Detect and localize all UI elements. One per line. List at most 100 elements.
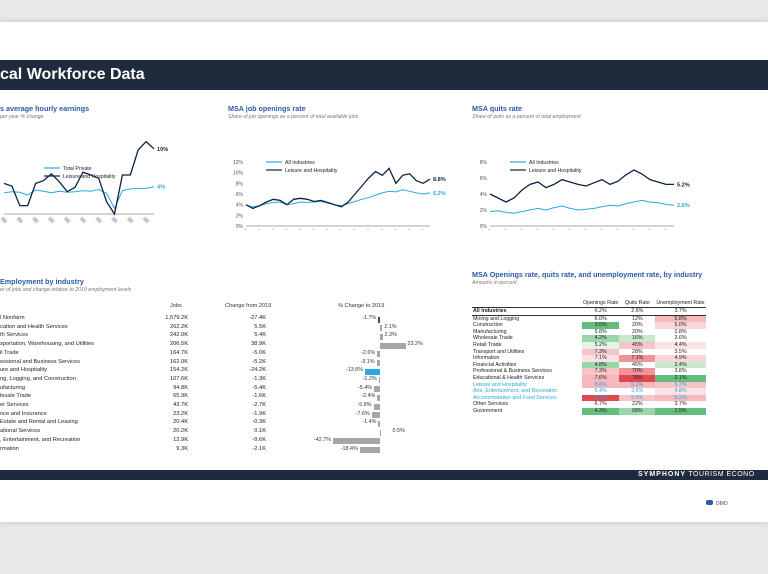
x-tick-label xyxy=(502,228,510,230)
employment-row: ng, Logging, and Construction 107.6K -1.3K… xyxy=(0,376,440,385)
series-line-0 xyxy=(3,186,155,210)
rates-cell: 3.8% xyxy=(655,368,706,375)
rates-cell: 8.8% xyxy=(582,381,620,389)
y-tick-label: 6% xyxy=(236,192,244,198)
rates-industry-name: Retail Trade xyxy=(473,341,502,348)
series-line-1 xyxy=(245,167,431,210)
end-value-label: 6.2% xyxy=(433,191,446,197)
employment-row: il Trade 164.7K -5.0K -2.6% xyxy=(0,350,440,359)
slide: cal Workforce Data s average hourly earn… xyxy=(0,22,768,522)
rates-cell: 3.5% xyxy=(582,322,620,329)
rates-cell: 2.4% xyxy=(655,361,706,369)
logo-icon xyxy=(706,500,713,505)
rates-cell: 4.9% xyxy=(655,355,706,362)
employment-row: ure and Hospitality 154.2K -24.2K -13.6% xyxy=(0,367,440,376)
change-value: -24.2K xyxy=(249,367,266,374)
jobs-value: 43.7K xyxy=(173,402,188,408)
title-banner: cal Workforce Data xyxy=(0,60,768,90)
industry-name: th Services xyxy=(0,332,29,339)
rates-cell: 08% xyxy=(619,407,656,415)
rates-cell: 76% xyxy=(619,374,656,382)
pct-bar xyxy=(378,377,380,384)
pct-bar xyxy=(380,342,406,349)
x-tick-label xyxy=(269,228,277,230)
x-tick-label xyxy=(324,228,332,230)
y-tick-label: 2% xyxy=(480,208,488,214)
unemployment-rate-header: Unemployment Rate xyxy=(655,300,706,308)
industry-name: nce and Insurance xyxy=(0,410,47,417)
rates-table: Openings Rate Quits Rate Unemployment Ra… xyxy=(472,300,706,415)
jobs-value: 23.2K xyxy=(173,410,188,417)
rates-cell: 3.7% xyxy=(655,401,706,408)
logo-text: DMO xyxy=(716,501,728,507)
industry-name: ational Services xyxy=(0,428,41,435)
quits-rate-header: Quits Rate xyxy=(619,300,656,308)
rates-industry-name: Information xyxy=(473,355,500,362)
x-tick-label xyxy=(662,228,670,230)
rates-cell: 4.3% xyxy=(582,407,620,415)
rates-cell: 3.6% xyxy=(655,335,706,342)
change-value: -2.1K xyxy=(252,445,266,452)
rates-industry-name: Financial Activities xyxy=(473,361,517,368)
pct-label: 2.3% xyxy=(384,332,397,339)
end-value-label: 4% xyxy=(157,185,165,191)
footer-brand: SYMPHONY xyxy=(638,471,687,478)
employment-row: lesale Trade 65.9K -1.6K -2.4% xyxy=(0,393,440,402)
change-value: -5.4K xyxy=(252,384,266,391)
rates-subtitle: Amounts in percent xyxy=(472,280,517,286)
rates-row: Educational & Health Services 7.6% 76% 2.1% xyxy=(472,374,706,382)
x-tick-label xyxy=(142,216,150,224)
rates-cell: 6.2% xyxy=(655,394,706,402)
industry-name: Estate and Rental and Leasing xyxy=(0,419,78,426)
rates-cell: 5.8% xyxy=(655,315,706,323)
x-tick-label xyxy=(614,228,622,230)
rates-industry-name: Mining and Logging xyxy=(473,315,520,322)
pct-bar xyxy=(333,438,380,445)
pct-bar xyxy=(371,412,380,419)
jobs-value: 154.2K xyxy=(169,367,188,374)
quits-line-chart: 8% 6% 4% 2% 0% All Industries Leisure and Hosp… xyxy=(480,160,690,230)
pct-label: -3.1% xyxy=(360,358,375,365)
rates-cell: 5.2% xyxy=(582,341,620,349)
openings-chart-title: MSA job openings rate xyxy=(228,104,306,113)
rates-cell: 6.7% xyxy=(582,401,620,408)
rates-cell: 2.6% xyxy=(619,307,656,316)
rates-cell: 7.3% xyxy=(582,348,620,356)
pct-label: 0.5% xyxy=(392,428,405,435)
legend-label: All Industries xyxy=(285,160,315,166)
x-tick-label xyxy=(79,216,87,224)
x-tick-label xyxy=(419,228,427,230)
rates-row: Accommodation and Food Services 9.3% 5.5% 6… xyxy=(472,394,706,402)
x-tick-label xyxy=(63,216,71,224)
rates-row: Arts, Entertainment, and Recreation 6.4% 3… xyxy=(472,388,706,395)
change-value: -1.9K xyxy=(252,410,266,417)
x-tick-label xyxy=(337,228,345,230)
change-value: 0.1K xyxy=(254,428,266,435)
end-value-label: 8.8% xyxy=(433,177,446,183)
rates-row: Other Services 6.7% 22% 3.7% xyxy=(472,401,706,408)
jobs-value: 1,579.2K xyxy=(165,315,188,321)
rates-cell: 3.6% xyxy=(619,388,656,395)
rates-cell: 5.2% xyxy=(619,381,656,389)
industry-name: ng, Logging, and Construction xyxy=(0,375,76,382)
x-tick-label xyxy=(283,228,291,230)
rates-cell: 7.1% xyxy=(619,355,656,362)
pct-bar xyxy=(377,394,380,401)
x-tick-label xyxy=(646,228,654,230)
rates-cell: 22% xyxy=(619,401,656,408)
pct-bar xyxy=(380,325,383,332)
rates-row: Government 4.3% 08% 1.5% xyxy=(472,407,706,415)
jobs-value: 94.8K xyxy=(173,384,188,391)
rates-cell: 70% xyxy=(619,368,656,375)
rates-cell: 45% xyxy=(619,361,656,369)
employment-row: Estate and Rental and Leasing 20.4K -0.3K -… xyxy=(0,419,440,428)
change-value: 5.5K xyxy=(254,323,266,330)
x-tick-label xyxy=(47,216,55,224)
rates-cell: 4.8% xyxy=(582,361,620,369)
rates-row: Manufacturing 5.8% 20% 2.8% xyxy=(472,328,706,336)
x-tick-label xyxy=(365,228,373,230)
rates-cell: 45% xyxy=(619,341,656,349)
earnings-chart-title: s average hourly earnings xyxy=(0,104,90,113)
x-tick-label xyxy=(582,228,590,230)
rates-cell: 6.0% xyxy=(582,315,620,323)
